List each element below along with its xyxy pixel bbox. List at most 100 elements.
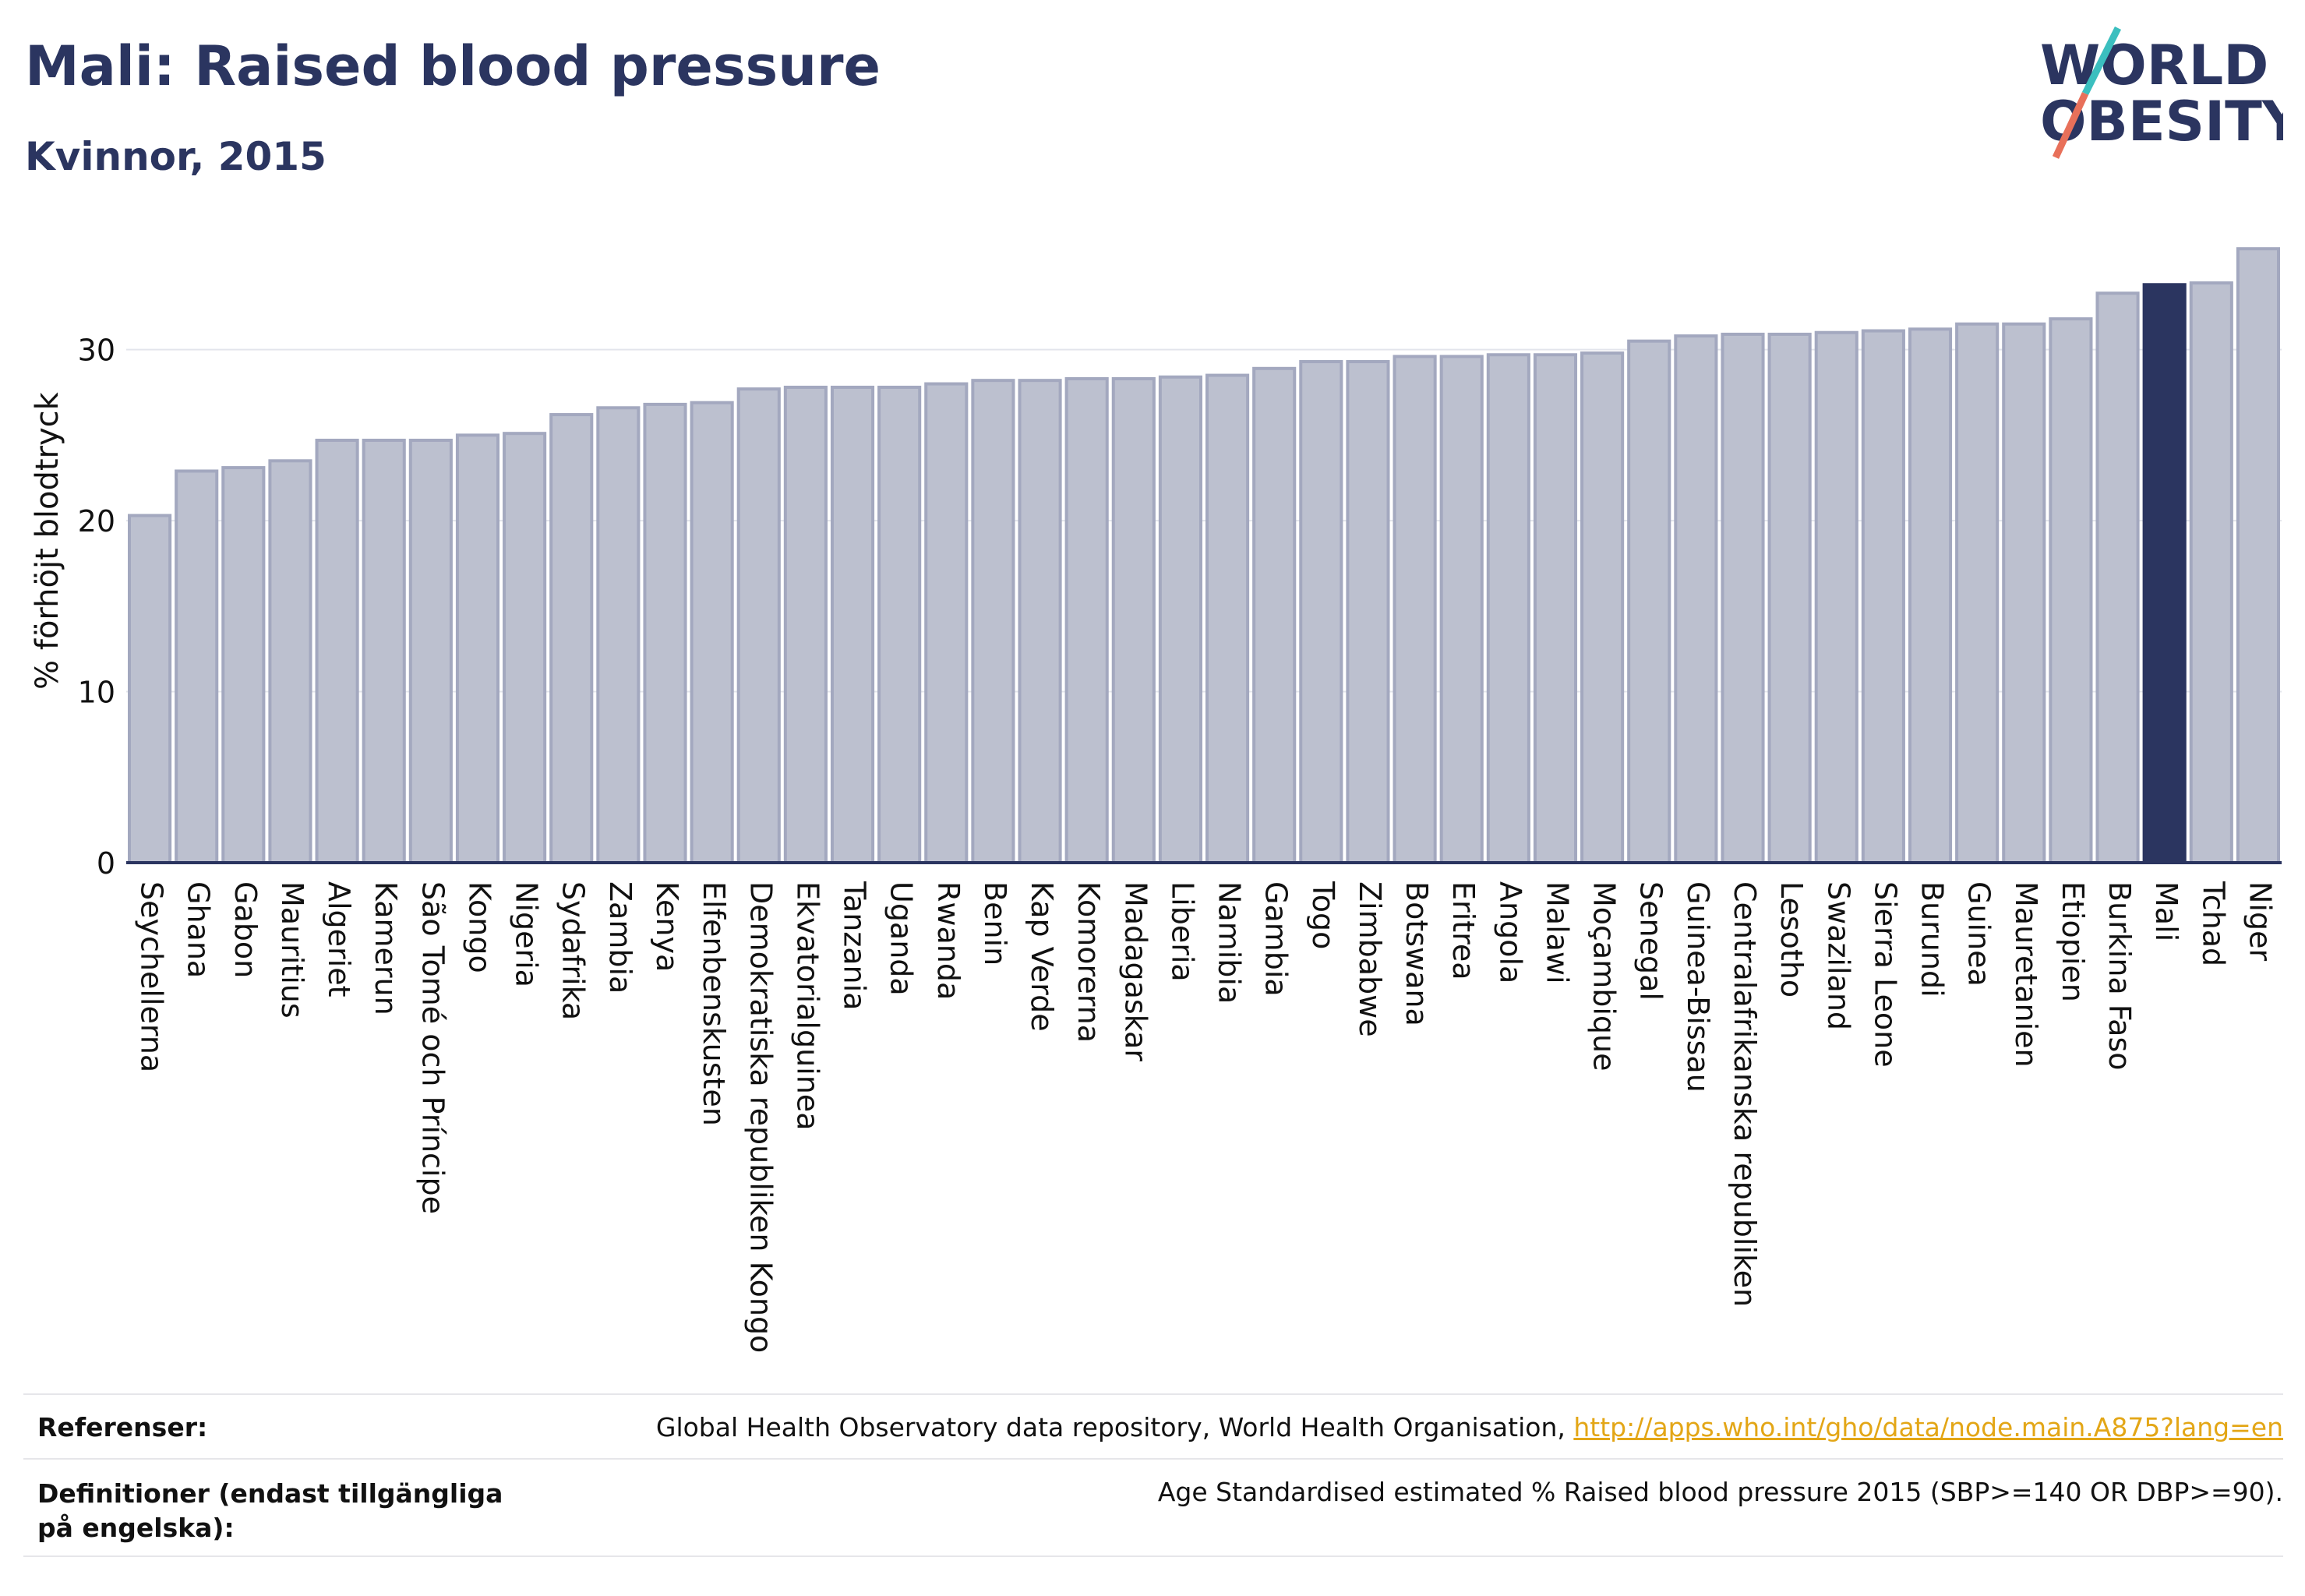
x-tick-label: Ghana <box>182 881 216 978</box>
bar-tanzania <box>830 385 875 864</box>
footer-divider <box>23 1393 2283 1395</box>
x-tick-label: Kongo <box>462 881 496 973</box>
x-tick-label: Komorerna <box>1071 881 1106 1043</box>
bar-benin <box>971 379 1015 864</box>
bar-uganda <box>877 385 922 864</box>
x-tick-label: Zimbabwe <box>1353 881 1387 1037</box>
bar-guinea <box>1955 322 2000 864</box>
x-tick-label: Sierra Leone <box>1868 881 1902 1068</box>
x-tick-label: Togo <box>1306 881 1340 949</box>
bar-mali <box>2142 283 2187 864</box>
chart-subtitle: Kvinnor, 2015 <box>25 134 327 179</box>
x-tick-label: Centralafrikanska republiken <box>1728 881 1762 1307</box>
bar-s-o-tom-och-pr-ncipe <box>408 438 453 864</box>
bar-demokratiska-republiken-kongo <box>736 387 781 864</box>
bar-ghana <box>175 469 219 864</box>
x-tick-label: Angola <box>1493 881 1527 983</box>
x-tick-label: Swaziland <box>1821 881 1855 1030</box>
bar-kongo <box>455 433 500 864</box>
bar-guinea-bissau <box>1674 334 1718 865</box>
bar-kap-verde <box>1018 379 1062 864</box>
x-tick-label: Etiopien <box>2056 881 2090 1002</box>
bar-namibia <box>1205 373 1250 865</box>
references-text: Global Health Observatory data repositor… <box>655 1412 1574 1442</box>
bar-sierra-leone <box>1861 329 1905 864</box>
x-tick-label: Malawi <box>1540 881 1574 984</box>
bar-eritrea <box>1439 355 1484 864</box>
x-tick-label: Tanzania <box>838 881 872 1010</box>
x-tick-label: Burundi <box>1915 881 1950 998</box>
bar-swaziland <box>1814 330 1858 864</box>
x-tick-label: Moçambique <box>1587 881 1622 1072</box>
x-tick-label: São Tomé och Príncipe <box>415 881 450 1214</box>
category-labels: Seychellerna Ghana Gabon Mauritius Algeriet K… <box>135 881 2278 1353</box>
bar-zimbabwe <box>1346 360 1390 864</box>
x-tick-label: Zambia <box>603 881 637 994</box>
bar-komorerna <box>1064 376 1109 864</box>
bar-liberia <box>1158 375 1202 864</box>
x-tick-label: Eritrea <box>1446 881 1481 980</box>
bar-zambia <box>596 406 641 864</box>
bar-ekvatorialguinea <box>783 385 828 864</box>
bar-mauretanien <box>2002 322 2046 864</box>
x-tick-label: Burkina Faso <box>2102 881 2137 1071</box>
y-tick-label: 10 <box>78 676 115 710</box>
bar-gambia <box>1252 366 1297 864</box>
footer-divider <box>23 1555 2283 1557</box>
x-tick-label: Elfenbenskusten <box>697 881 731 1126</box>
x-tick-label: Benin <box>978 881 1012 966</box>
bar-mauritius <box>268 459 312 864</box>
bars <box>128 247 2281 865</box>
x-tick-label: Uganda <box>884 881 919 996</box>
x-tick-label: Kenya <box>650 881 684 972</box>
bar-mo-ambique <box>1580 351 1625 864</box>
bar-senegal <box>1627 339 1671 864</box>
x-tick-label: Senegal <box>1634 881 1668 1001</box>
references-value: Global Health Observatory data repositor… <box>656 1412 2283 1442</box>
logo-line1: WORLD <box>2040 34 2268 97</box>
x-tick-label: Rwanda <box>931 881 965 1000</box>
y-axis-label: % förhöjt blodtryck <box>30 391 65 690</box>
bar-burkina-faso <box>2095 291 2140 864</box>
y-tick-label: 30 <box>78 334 115 368</box>
x-tick-label: Seychellerna <box>135 881 169 1072</box>
chart-title: Mali: Raised blood pressure <box>25 34 881 98</box>
x-tick-label: Gabon <box>228 881 263 978</box>
bar-lesotho <box>1767 332 1812 864</box>
x-tick-label: Kamerun <box>369 881 403 1015</box>
bar-gabon <box>221 466 266 864</box>
bar-algeriet <box>315 438 359 864</box>
x-tick-label: Nigeria <box>510 881 544 987</box>
bar-malawi <box>1533 353 1578 864</box>
x-tick-label: Gambia <box>1259 881 1294 997</box>
x-tick-label: Madagaskar <box>1118 881 1152 1061</box>
x-tick-label: Mauritius <box>275 881 309 1019</box>
axes: 0 10 20 30 <box>78 334 2282 881</box>
bar-seychellerna <box>128 514 172 864</box>
x-tick-label: Mali <box>2149 881 2183 941</box>
y-tick-label: 0 <box>97 846 115 881</box>
x-tick-label: Niger <box>2243 881 2277 961</box>
definitions-value: Age Standardised estimated % Raised bloo… <box>1157 1477 2283 1507</box>
x-tick-label: Liberia <box>1165 881 1199 982</box>
x-tick-label: Demokratiska republiken Kongo <box>743 881 778 1353</box>
x-tick-label: Kap Verde <box>1025 881 1059 1032</box>
x-tick-label: Sydafrika <box>556 881 591 1020</box>
bar-madagaskar <box>1111 376 1156 864</box>
bar-chart: 0 10 20 30 Seychellerna Ghana Gabon Mauritius A… <box>30 247 2282 1353</box>
bar-tchad <box>2189 281 2233 865</box>
x-tick-label: Namibia <box>1213 881 1247 1004</box>
y-tick-label: 20 <box>78 504 115 538</box>
x-tick-label: Lesotho <box>1774 881 1809 998</box>
x-tick-label: Ekvatorialguinea <box>790 881 824 1130</box>
bar-burundi <box>1908 327 1953 865</box>
bar-niger <box>2236 247 2281 864</box>
references-label: Referenser: <box>37 1412 208 1442</box>
bar-rwanda <box>924 382 969 864</box>
world-obesity-logo: WORLD OBESITY <box>2040 26 2283 159</box>
x-tick-label: Tchad <box>2196 881 2230 966</box>
references-link[interactable]: http://apps.who.int/gho/data/node.main.A… <box>1573 1412 2283 1442</box>
bar-angola <box>1486 353 1530 864</box>
bar-sydafrika <box>549 413 594 864</box>
x-tick-label: Guinea <box>1962 881 1996 987</box>
